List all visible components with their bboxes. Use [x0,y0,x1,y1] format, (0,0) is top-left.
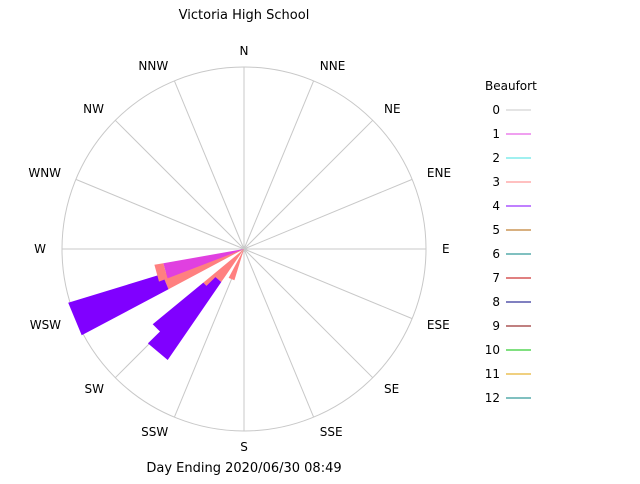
grid-spoke-ene [243,178,413,250]
petal-wsw-3-beaufort-3 [162,249,244,290]
direction-label-sse: SSE [320,425,343,439]
grid-spoke-nw [114,119,245,250]
petal-wsw-4-beaufort-1 [163,249,244,279]
legend-label-6: 6 [492,247,500,261]
direction-label-e: E [442,242,450,256]
petal-wsw-3-beaufort-4 [68,274,169,336]
grid-spoke-sse [243,248,315,418]
legend-title: Beaufort [485,79,537,93]
chart-footer: Day Ending 2020/06/30 08:49 [146,461,341,476]
rose-petals [68,249,244,360]
petal-sw-2-beaufort-3 [215,249,244,282]
grid-spoke-ne [243,119,374,250]
legend-label-7: 7 [492,271,500,285]
direction-label-se: SE [384,382,399,396]
direction-label-nne: NNE [320,59,346,73]
legend-label-5: 5 [492,223,500,237]
direction-label-ene: ENE [427,166,451,180]
petal-wsw-4-beaufort-3 [154,263,168,282]
direction-label-wnw: WNW [28,166,61,180]
direction-label-ese: ESE [427,318,450,332]
legend-label-0: 0 [492,103,500,117]
direction-label-n: N [240,44,249,58]
direction-label-s: S [240,440,248,454]
grid-spoke-nnw [173,80,245,250]
chart-title: Victoria High School [179,8,310,23]
direction-label-sw: SW [85,382,105,396]
direction-label-ssw: SSW [141,425,168,439]
legend-label-8: 8 [492,295,500,309]
direction-label-nnw: NNW [138,59,168,73]
direction-label-wsw: WSW [30,318,61,332]
grid-spoke-nne [243,80,315,250]
petal-sw-2-beaufort-4 [147,277,222,360]
petal-ssw-0-beaufort-3 [228,249,244,281]
direction-label-w: W [34,242,46,256]
legend-label-9: 9 [492,319,500,333]
legend-label-1: 1 [492,127,500,141]
direction-labels: N NNE NE ENE E ESE SE SSE S SSW SW WSW W WNW NW NNW [28,44,451,454]
grid-spoke-ese [243,248,413,320]
grid-spoke-wnw [75,178,245,250]
direction-label-nw: NW [83,102,104,116]
grid-spoke-se [243,248,374,379]
legend-label-12: 12 [485,391,500,405]
legend-label-10: 10 [485,343,500,357]
direction-label-ne: NE [384,102,401,116]
legend-label-4: 4 [492,199,500,213]
legend-label-3: 3 [492,175,500,189]
legend-label-11: 11 [485,367,500,381]
legend-label-2: 2 [492,151,500,165]
